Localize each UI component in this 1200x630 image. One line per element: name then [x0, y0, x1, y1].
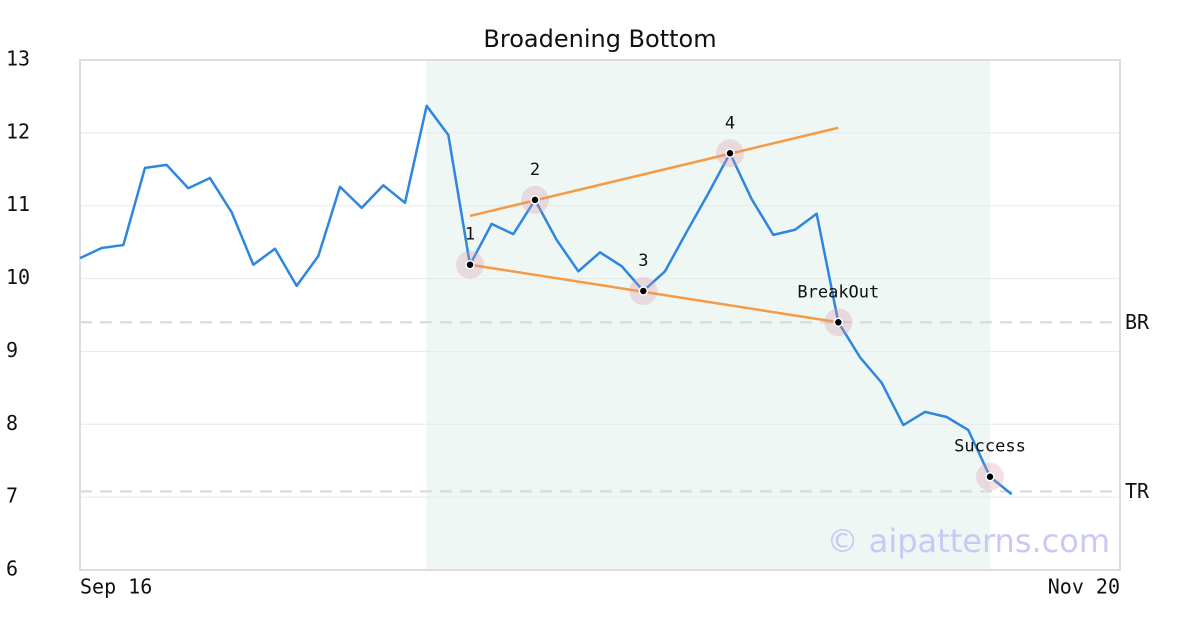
y-tick-label: 7 [6, 484, 18, 508]
y-tick-label: 12 [6, 119, 30, 143]
pattern-label: 4 [725, 113, 735, 133]
level-label: TR [1125, 479, 1150, 503]
pattern-point [530, 195, 540, 205]
pattern-label: 1 [465, 225, 475, 245]
y-tick-label: 13 [6, 47, 30, 71]
pattern-point [465, 259, 475, 270]
pattern-point [638, 286, 649, 296]
pattern-region [426, 60, 991, 570]
y-tick-label: 6 [6, 557, 18, 581]
y-tick-label: 10 [6, 265, 30, 289]
x-tick-label: Nov 20 [1048, 575, 1120, 599]
x-tick-label: Sep 16 [80, 575, 152, 599]
pattern-point [833, 317, 844, 328]
y-tick-label: 11 [6, 192, 30, 216]
pattern-label: Success [954, 437, 1026, 457]
trendline [469, 263, 839, 324]
y-tick-label: 9 [6, 338, 18, 362]
watermark: © aipatterns.com [827, 522, 1110, 560]
plot-frame [79, 59, 1121, 571]
level-label: BR [1125, 310, 1150, 334]
pattern-label: BreakOut [797, 282, 879, 302]
y-tick-label: 8 [6, 411, 18, 435]
pattern-point [725, 148, 735, 159]
pattern-label: 2 [530, 160, 540, 180]
pattern-label: 3 [638, 251, 648, 271]
price-line [79, 104, 1013, 496]
pattern-point [985, 471, 995, 482]
chart-title: Broadening Bottom [483, 25, 716, 53]
